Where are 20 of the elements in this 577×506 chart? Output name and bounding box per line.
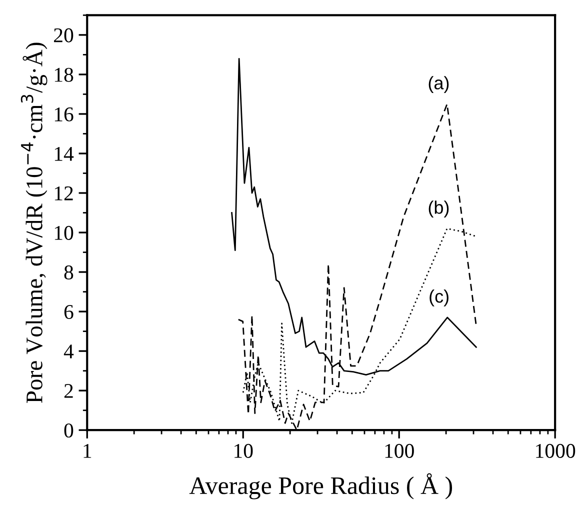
x-tick-label: 1000: [536, 444, 576, 458]
series-label: (a): [428, 76, 449, 93]
y-axis-title: Pore Volume, dV/dR (10$^{−4}$·cm$^{3}$/g·Å): [20, 42, 48, 403]
x-tick-label: 100: [385, 444, 414, 458]
x-tick-label: 1: [84, 444, 92, 458]
y-tick-label: 6: [64, 304, 74, 319]
y-tick-label: 8: [64, 265, 74, 280]
y-tick-label: 14: [54, 146, 74, 161]
y-tick-label: 4: [64, 344, 74, 358]
y-tick-label: 10: [54, 226, 74, 240]
y-tick-label: 12: [54, 186, 73, 200]
y-tick-label: 2: [64, 384, 73, 398]
series-label: (c): [430, 290, 448, 306]
series-label: (b): [428, 200, 449, 218]
y-tick-label: 0: [64, 423, 74, 438]
x-tick-label: 10: [234, 444, 253, 458]
y-tick-label: 16: [54, 107, 74, 122]
y-tick-label: 18: [54, 68, 74, 82]
x-axis-title: Average Pore Radius ( Å ): [189, 473, 452, 500]
y-tick-label: 20: [54, 28, 74, 42]
